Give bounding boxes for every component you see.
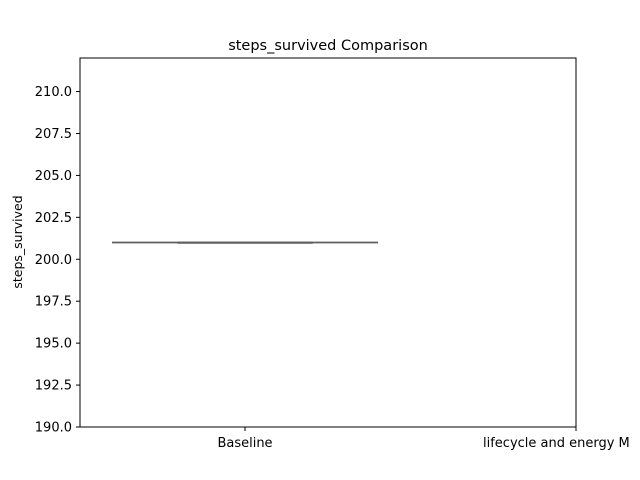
y-tick-label: 210.0	[35, 85, 72, 100]
y-tick-label: 202.5	[35, 211, 72, 226]
y-tick-label: 205.0	[35, 169, 72, 184]
chart-title: steps_survived Comparison	[228, 38, 428, 54]
y-tick-label: 207.5	[35, 127, 72, 142]
y-tick-label: 190.0	[35, 421, 72, 436]
x-tick-label-0: Baseline	[217, 436, 272, 451]
x-tick-label-1: lifecycle and energy M	[483, 436, 630, 451]
y-axis: 190.0 192.5 195.0 197.5 200.0 202.5 205.0 207.5…	[35, 85, 80, 436]
box-plot-series	[112, 241, 378, 244]
y-tick-label: 200.0	[35, 253, 72, 268]
y-tick-label: 195.0	[35, 337, 72, 352]
y-tick-label: 192.5	[35, 379, 72, 394]
y-tick-label: 197.5	[35, 295, 72, 310]
y-axis-label: steps_survived	[10, 195, 25, 288]
x-axis: Baseline lifecycle and energy M	[217, 427, 630, 451]
